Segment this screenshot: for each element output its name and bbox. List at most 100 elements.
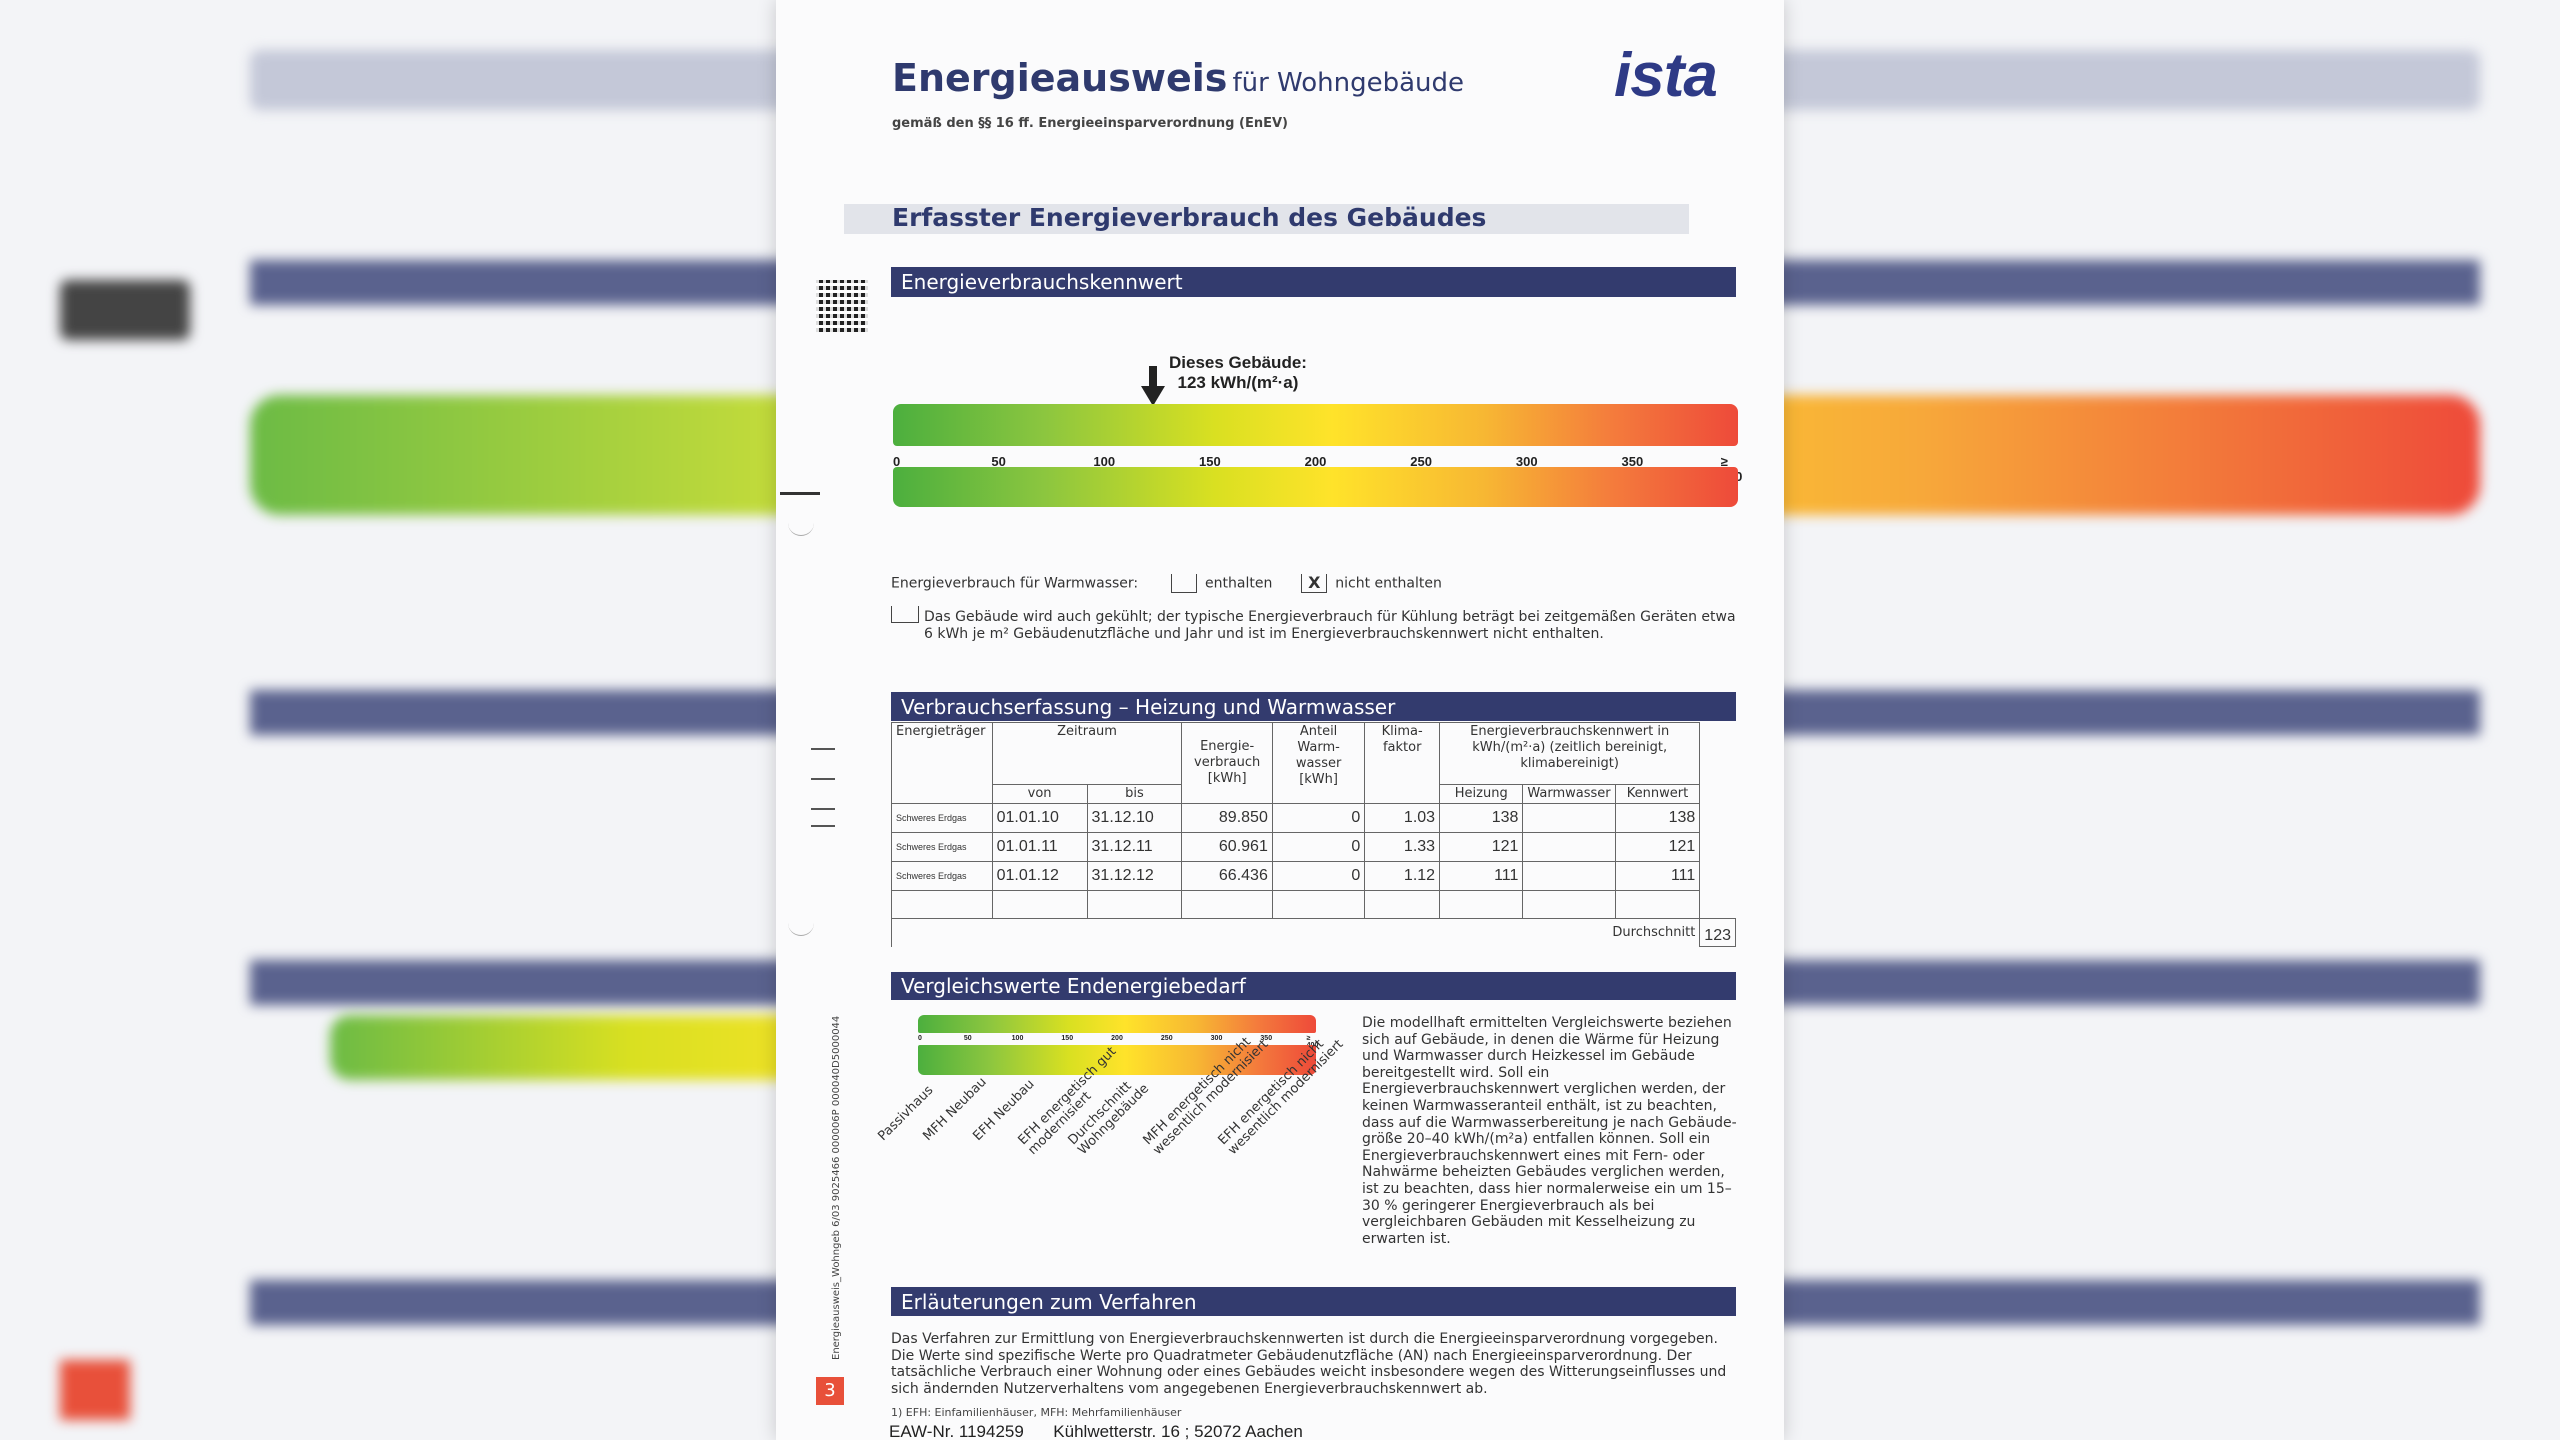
- fold-mark: [811, 808, 835, 810]
- th-klima: Klima-faktor: [1364, 722, 1441, 804]
- cell-klima: 1.03: [1364, 803, 1441, 833]
- cell-bis: 31.12.11: [1086, 832, 1183, 862]
- verbrauch-bar-title: Verbrauchserfassung – Heizung und Warmwa…: [891, 692, 1736, 721]
- table-row: Schweres Erdgas 01.01.12 31.12.12 66.436 0 1.…: [891, 861, 1736, 891]
- verbrauch-table: Energieträger Zeitraum Energie-verbrauch…: [890, 722, 1736, 947]
- th-heizung: Heizung: [1439, 784, 1524, 804]
- scale-tick-label: 300: [1210, 1035, 1223, 1042]
- checkbox-kuehlung[interactable]: [891, 606, 919, 623]
- th-von: von: [991, 784, 1088, 804]
- scale-tick-label: 350: [1260, 1035, 1273, 1042]
- cell-kennwert: 111: [1614, 861, 1701, 891]
- cell-empty: [991, 890, 1088, 919]
- cell-klima: 1.12: [1364, 861, 1441, 891]
- page-number: 3: [816, 1377, 844, 1405]
- table-body: Schweres Erdgas 01.01.10 31.12.10 89.850 0 1.…: [891, 803, 1736, 919]
- cell-anteil: 0: [1271, 832, 1366, 862]
- table-empty-row: [891, 890, 1736, 919]
- cell-empty: [891, 890, 993, 919]
- checkbox-enthalten[interactable]: [1171, 574, 1198, 593]
- cell-heizung: 138: [1439, 803, 1524, 833]
- fold-mark: [811, 825, 835, 827]
- table-row: Schweres Erdgas 01.01.11 31.12.11 60.961 0 1.…: [891, 832, 1736, 862]
- cell-traeger: Schweres Erdgas: [891, 832, 993, 862]
- address: Kühlwetterstr. 16 ; 52072 Aachen: [1053, 1422, 1303, 1440]
- vergleich-categories: Passivhaus MFH Neubau EFH Neubau EFH energe…: [776, 0, 1346, 1158]
- checkbox-nicht-enthalten[interactable]: X: [1301, 574, 1328, 593]
- energy-scale-bottom: [893, 467, 1738, 507]
- cell-anteil: 0: [1271, 803, 1366, 833]
- eaw-number: EAW-Nr. 1194259: [889, 1422, 1024, 1440]
- title-main: Energieausweis: [892, 56, 1228, 100]
- fold-mark: [811, 778, 835, 780]
- vergleich-scale-bottom: [918, 1045, 1316, 1075]
- punch-hole: [788, 515, 814, 536]
- cell-verbrauch: 89.850: [1181, 803, 1273, 833]
- scale-tick-label: 350: [1621, 454, 1644, 469]
- cell-kennwert: 121: [1614, 832, 1701, 862]
- cell-warmwasser: [1522, 832, 1616, 862]
- scale-tick-label: 250: [1410, 454, 1432, 469]
- footnote: 1) EFH: Einfamilienhäuser, MFH: Mehrfami…: [891, 1406, 1182, 1419]
- marker-line1: Dieses Gebäude:: [1169, 353, 1307, 372]
- energy-scale-top: [893, 404, 1738, 446]
- arrow-down-icon: [1140, 366, 1165, 406]
- cell-bis: 31.12.10: [1086, 803, 1183, 833]
- scale-tick-label: 0: [918, 1035, 922, 1042]
- cell-empty: [1086, 890, 1183, 919]
- cell-von: 01.01.11: [991, 832, 1088, 862]
- table-row: Schweres Erdgas 01.01.10 31.12.10 89.850 0 1.…: [891, 803, 1736, 833]
- ista-logo: ista: [1614, 41, 1718, 110]
- building-marker-label: Dieses Gebäude: 123 kWh/(m²·a): [1169, 353, 1307, 393]
- document-page: Energieausweis für Wohngebäude gemäß den…: [776, 0, 1784, 1440]
- cell-kennwert: 138: [1614, 803, 1701, 833]
- cell-warmwasser: [1522, 861, 1616, 891]
- scale-tick-label: 200: [1304, 454, 1327, 469]
- warmwasser-label: Energieverbrauch für Warmwasser:: [891, 575, 1139, 592]
- punch-hole: [788, 915, 814, 936]
- cell-empty: [1364, 890, 1441, 919]
- scale-tick-label: 0: [893, 454, 901, 469]
- cell-traeger: Schweres Erdgas: [891, 803, 993, 833]
- scale-tick-label: 100: [1093, 454, 1116, 469]
- qr-code: [816, 280, 868, 332]
- vergleich-bar-title: Vergleichswerte Endenergiebedarf: [891, 972, 1736, 1000]
- cell-heizung: 121: [1439, 832, 1524, 862]
- th-verbrauch: Energie-verbrauch [kWh]: [1181, 722, 1273, 804]
- warmwasser-row: Energieverbrauch für Warmwasser: enthalt…: [891, 574, 1442, 593]
- cell-anteil: 0: [1271, 861, 1366, 891]
- document-title: Energieausweis für Wohngebäude: [892, 56, 1464, 100]
- kuehlung-text: Das Gebäude wird auch gekühlt; der typis…: [924, 609, 1736, 642]
- document-subtitle: gemäß den §§ 16 ff. Energieeinsparverord…: [892, 116, 1288, 131]
- title-suffix: für Wohngebäude: [1232, 68, 1465, 98]
- footer-line: EAW-Nr. 1194259 Kühlwetterstr. 16 ; 5207…: [889, 1422, 1303, 1440]
- punch-mark: [780, 492, 820, 495]
- cell-von: 01.01.12: [991, 861, 1088, 891]
- vergleich-scale-top: [918, 1015, 1316, 1033]
- scale-tick-label: 150: [1199, 454, 1221, 469]
- section-title: Erfasster Energieverbrauch des Gebäudes: [892, 203, 1487, 232]
- th-energietraeger: Energieträger: [891, 722, 993, 804]
- erlaeuterung-bar-title: Erläuterungen zum Verfahren: [891, 1287, 1736, 1316]
- th-anteil: Anteil Warm-wasser [kWh]: [1271, 722, 1366, 804]
- cell-bis: 31.12.12: [1086, 861, 1183, 891]
- scale-tick-label: 150: [1061, 1035, 1074, 1042]
- cell-warmwasser: [1522, 803, 1616, 833]
- scale-tick-label: 50: [991, 454, 1006, 469]
- cell-heizung: 111: [1439, 861, 1524, 891]
- side-code: Energieausweis_Wohngeb 6/03 9025466 0000…: [831, 1015, 842, 1360]
- marker-line2: 123 kWh/(m²·a): [1177, 373, 1299, 392]
- cell-empty: [1271, 890, 1366, 919]
- bg-blur-page-number: [60, 1360, 130, 1420]
- cell-klima: 1.33: [1364, 832, 1441, 862]
- section-title-bg: [844, 204, 1689, 234]
- scale-tick-label: 50: [963, 1035, 972, 1042]
- kennwert-bar-title: Energieverbrauchskennwert: [891, 267, 1736, 297]
- th-kennwert: Kennwert: [1614, 784, 1701, 804]
- option-nicht-enthalten-label: nicht enthalten: [1335, 575, 1442, 592]
- cell-empty: [1522, 890, 1616, 919]
- durchschnitt-label: Durchschnitt: [1612, 925, 1696, 941]
- scale-tick-label: 250: [1160, 1035, 1173, 1042]
- th-warmwasser: Warmwasser: [1522, 784, 1616, 804]
- scale-tick-label: 100: [1011, 1035, 1024, 1042]
